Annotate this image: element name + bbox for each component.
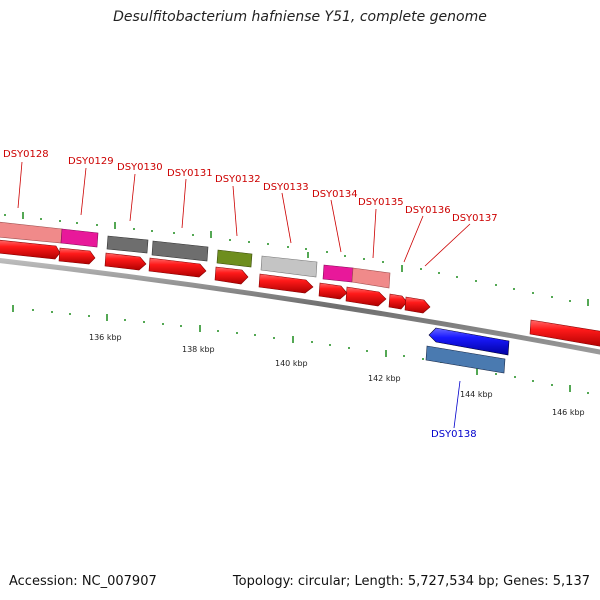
genome-backbone bbox=[0, 258, 600, 355]
forward-cds-track bbox=[0, 239, 600, 347]
reverse-cds-track bbox=[425, 327, 510, 374]
forward-cds-arrow[interactable] bbox=[529, 319, 600, 347]
gene-label[interactable]: DSY0134 bbox=[312, 189, 358, 200]
map-title: Desulfitobacterium hafniense Y51, comple… bbox=[113, 9, 487, 25]
label-leaders bbox=[17, 161, 471, 429]
cog-feature[interactable] bbox=[260, 255, 318, 278]
forward-cds-arrow[interactable] bbox=[318, 282, 348, 300]
gene-label[interactable]: DSY0136 bbox=[405, 205, 451, 216]
forward-cds-arrow[interactable] bbox=[404, 296, 431, 314]
reverse-cds-feature[interactable] bbox=[425, 345, 506, 374]
cog-feature-track bbox=[0, 221, 391, 289]
forward-cds-arrow[interactable] bbox=[214, 266, 249, 285]
gene-label[interactable]: DSY0132 bbox=[215, 174, 261, 185]
kbp-label-136: 136 kbp bbox=[89, 333, 122, 342]
forward-cds-arrow[interactable] bbox=[258, 273, 314, 294]
cog-feature[interactable] bbox=[151, 240, 209, 262]
cog-feature[interactable] bbox=[106, 235, 149, 254]
kbp-label-146: 146 kbp bbox=[552, 408, 585, 417]
kbp-label-140: 140 kbp bbox=[275, 359, 308, 368]
gene-label[interactable]: DSY0129 bbox=[68, 156, 114, 167]
gene-label[interactable]: DSY0131 bbox=[167, 168, 213, 179]
gene-label[interactable]: DSY0137 bbox=[452, 213, 498, 224]
cog-feature[interactable] bbox=[60, 228, 99, 248]
forward-cds-arrow[interactable] bbox=[388, 293, 408, 310]
reverse-cds-arrow[interactable] bbox=[428, 327, 510, 356]
gene-label[interactable]: DSY0133 bbox=[263, 182, 309, 193]
cog-feature[interactable] bbox=[216, 249, 253, 268]
genome-stats-text: Topology: circular; Length: 5,727,534 bp… bbox=[232, 574, 590, 589]
gene-label[interactable]: DSY0138 bbox=[431, 429, 477, 440]
gene-label[interactable]: DSY0130 bbox=[117, 162, 163, 173]
forward-cds-arrow[interactable] bbox=[148, 257, 207, 278]
gene-label[interactable]: DSY0128 bbox=[3, 149, 49, 160]
accession-text: Accession: NC_007907 bbox=[9, 574, 157, 589]
forward-cds-arrow[interactable] bbox=[0, 239, 61, 260]
outer-tick-row bbox=[4, 212, 589, 306]
forward-cds-arrow[interactable] bbox=[345, 286, 387, 307]
cog-feature[interactable] bbox=[322, 264, 354, 283]
kbp-label-138: 138 kbp bbox=[182, 345, 215, 354]
cog-feature[interactable] bbox=[351, 267, 391, 289]
kbp-label-142: 142 kbp bbox=[368, 374, 401, 383]
cog-feature[interactable] bbox=[0, 221, 63, 244]
forward-cds-arrow[interactable] bbox=[58, 247, 96, 265]
kbp-label-144: 144 kbp bbox=[460, 390, 493, 399]
forward-cds-arrow[interactable] bbox=[104, 252, 147, 271]
gene-label[interactable]: DSY0135 bbox=[358, 197, 404, 208]
